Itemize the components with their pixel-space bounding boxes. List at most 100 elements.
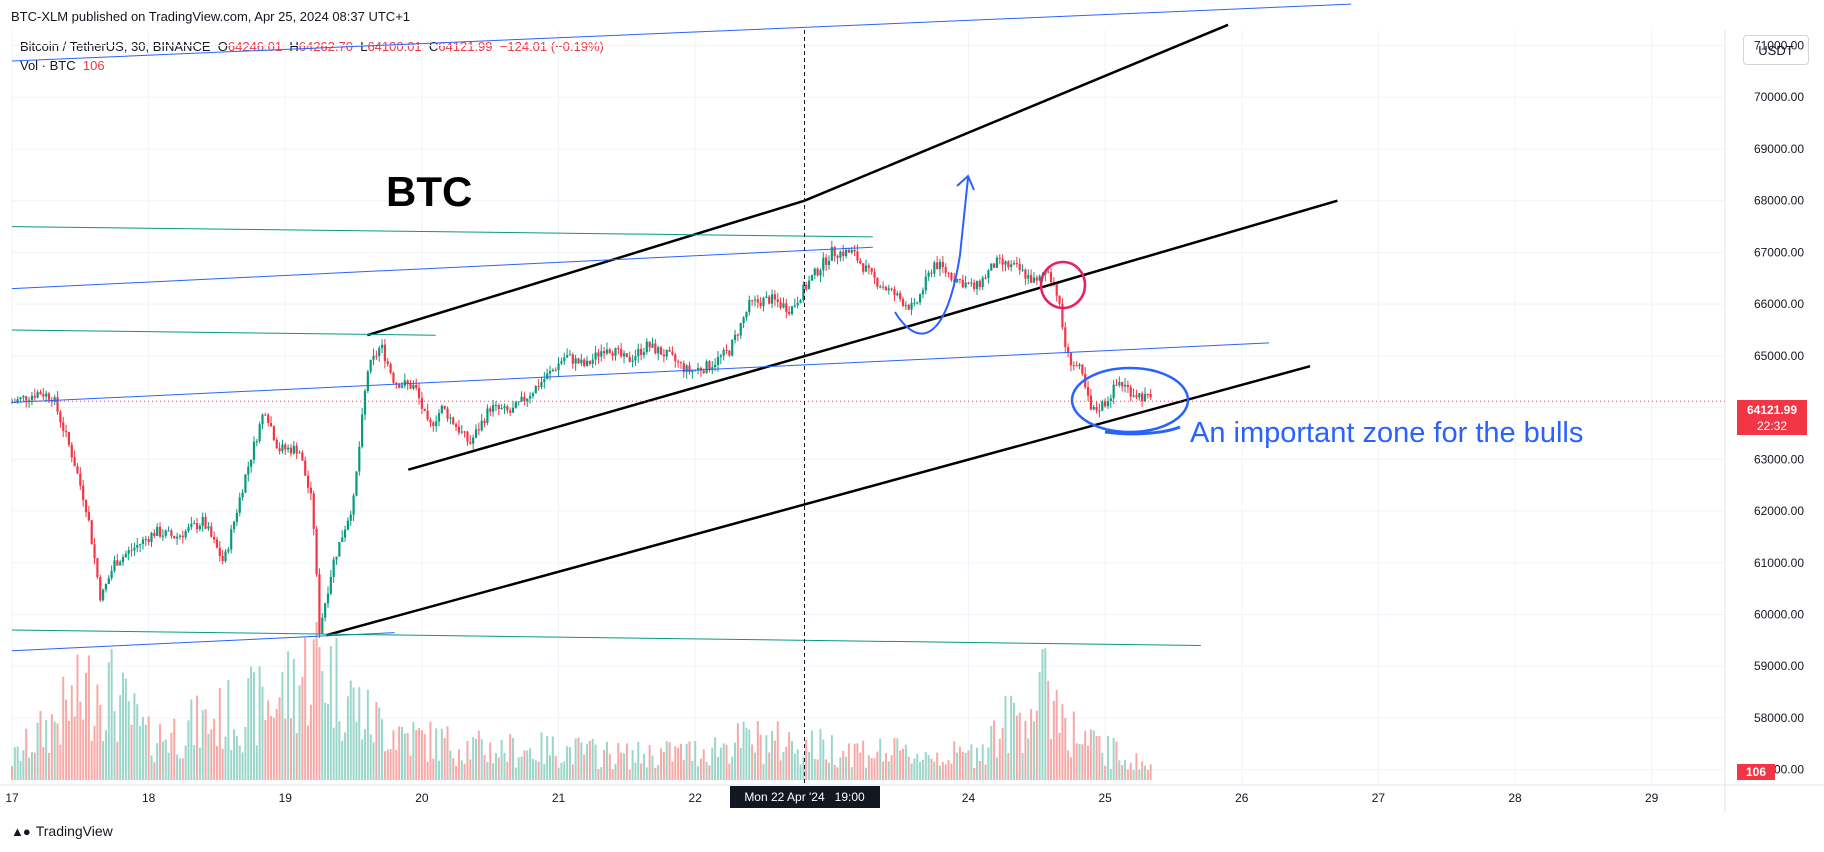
trendline-green-line-2[interactable] [11, 329, 436, 336]
trendline-channel-middle[interactable] [407, 199, 1338, 471]
candle-body [423, 408, 426, 411]
trendline-green-line-1[interactable] [11, 226, 873, 238]
candle-body [409, 383, 412, 389]
trendlines[interactable] [11, 3, 1725, 652]
candle-body [799, 300, 802, 303]
volume-bar [315, 621, 318, 780]
volume-bar [159, 724, 162, 780]
candle-body [332, 559, 335, 577]
volume-bar [876, 751, 879, 780]
time-tick-label: 22 [689, 791, 703, 805]
candle-body [711, 367, 714, 371]
symbol-name[interactable]: Bitcoin / TetherUS, 30, BINANCE [20, 39, 211, 54]
candle-body [324, 603, 327, 618]
candle-body [457, 426, 461, 433]
volume-bar [184, 745, 187, 780]
volume-bar [392, 730, 395, 780]
volume-bar [93, 725, 96, 780]
volume-bar [196, 695, 199, 780]
candle-body [941, 261, 944, 267]
volume-bar [930, 758, 933, 780]
volume-bar [335, 637, 338, 780]
candle-body [1058, 295, 1061, 304]
volume-bar [1138, 769, 1141, 780]
candle-body [1112, 384, 1115, 399]
candle-body [426, 410, 429, 420]
volume-bar [1055, 690, 1058, 780]
trendline-blue-line-top[interactable] [11, 3, 1352, 62]
candle-body [437, 413, 441, 422]
volume-bar [711, 747, 714, 780]
volume-bar [85, 672, 88, 780]
volume-bar [859, 752, 862, 780]
candle-body [449, 417, 452, 419]
price-chart[interactable]: BTC An important zone for the bulls 7100… [0, 0, 1824, 812]
candle-body [833, 247, 836, 257]
volume-bar [642, 753, 645, 780]
candle-body [836, 256, 839, 258]
candle-body [560, 361, 563, 364]
price-tick-label: 66000.00 [1754, 297, 1804, 311]
volume-bar [244, 726, 247, 780]
candle-body [597, 352, 600, 357]
volume-bar [483, 755, 486, 780]
candle-body [289, 447, 293, 454]
volume-bar [39, 711, 42, 780]
trendline-blue-line-3[interactable] [11, 342, 1270, 403]
candle-body [79, 473, 82, 486]
trendline-channel-upper[interactable] [366, 23, 1229, 337]
time-axis[interactable]: 17 18 19 20 21 22 24 25 26 27 28 29 [0, 784, 1824, 805]
candle-body [782, 303, 785, 308]
trendline-green-line-3[interactable] [11, 629, 1201, 646]
volume-bar [788, 732, 791, 780]
volume-bar [941, 761, 944, 780]
candle-body [463, 431, 466, 433]
volume-bar [358, 687, 361, 780]
candle-body [745, 312, 748, 318]
crosshair-time-label: Mon 22 Apr '24 19:00 [729, 786, 880, 808]
volume-bar [48, 752, 51, 780]
volume-bar [571, 764, 574, 780]
volume-label[interactable]: Vol · BTC [20, 58, 76, 73]
volume-bar [287, 651, 290, 780]
candle-body [981, 277, 984, 287]
volume-bar [346, 696, 349, 780]
volume-bar [953, 741, 956, 780]
price-tick-label: 68000.00 [1754, 194, 1804, 208]
volume-bar [549, 755, 552, 780]
candle-body [1069, 353, 1073, 366]
candle-body [1141, 393, 1144, 402]
candle-body [338, 542, 341, 557]
volume-bar [526, 750, 529, 780]
candle-body [603, 351, 606, 354]
candle-body [99, 577, 102, 601]
volume-bar [574, 738, 577, 780]
candle-body [295, 445, 298, 454]
price-tick-label: 62000.00 [1754, 504, 1804, 518]
candle-body [950, 272, 953, 280]
candle-body [944, 266, 947, 273]
currency-button[interactable]: USDT [1743, 35, 1809, 65]
trendline-blue-line-low[interactable] [11, 632, 395, 652]
candle-body [1055, 284, 1058, 296]
tradingview-footer[interactable]: ▲● TradingView [11, 823, 113, 839]
volume-bar [255, 745, 258, 780]
candle-body [45, 393, 48, 397]
support-zone-circle [1070, 366, 1190, 434]
volume-bar [603, 749, 606, 780]
volume-bar [756, 721, 759, 780]
trendline-channel-lower[interactable] [325, 364, 1311, 637]
volume-bar [82, 719, 85, 780]
candle-body [147, 539, 150, 542]
volume-bar [1004, 695, 1007, 780]
candle-body [788, 311, 791, 314]
volume-bar [363, 729, 366, 780]
time-tick-label: 17 [5, 791, 19, 805]
volume-bar [623, 753, 626, 780]
candle-body [22, 396, 25, 398]
candle-body [523, 396, 526, 402]
volume-bar [1041, 649, 1044, 780]
trendline-blue-line-2[interactable] [11, 246, 873, 290]
volume-bar [1141, 761, 1144, 780]
volume-bar [1061, 704, 1064, 780]
